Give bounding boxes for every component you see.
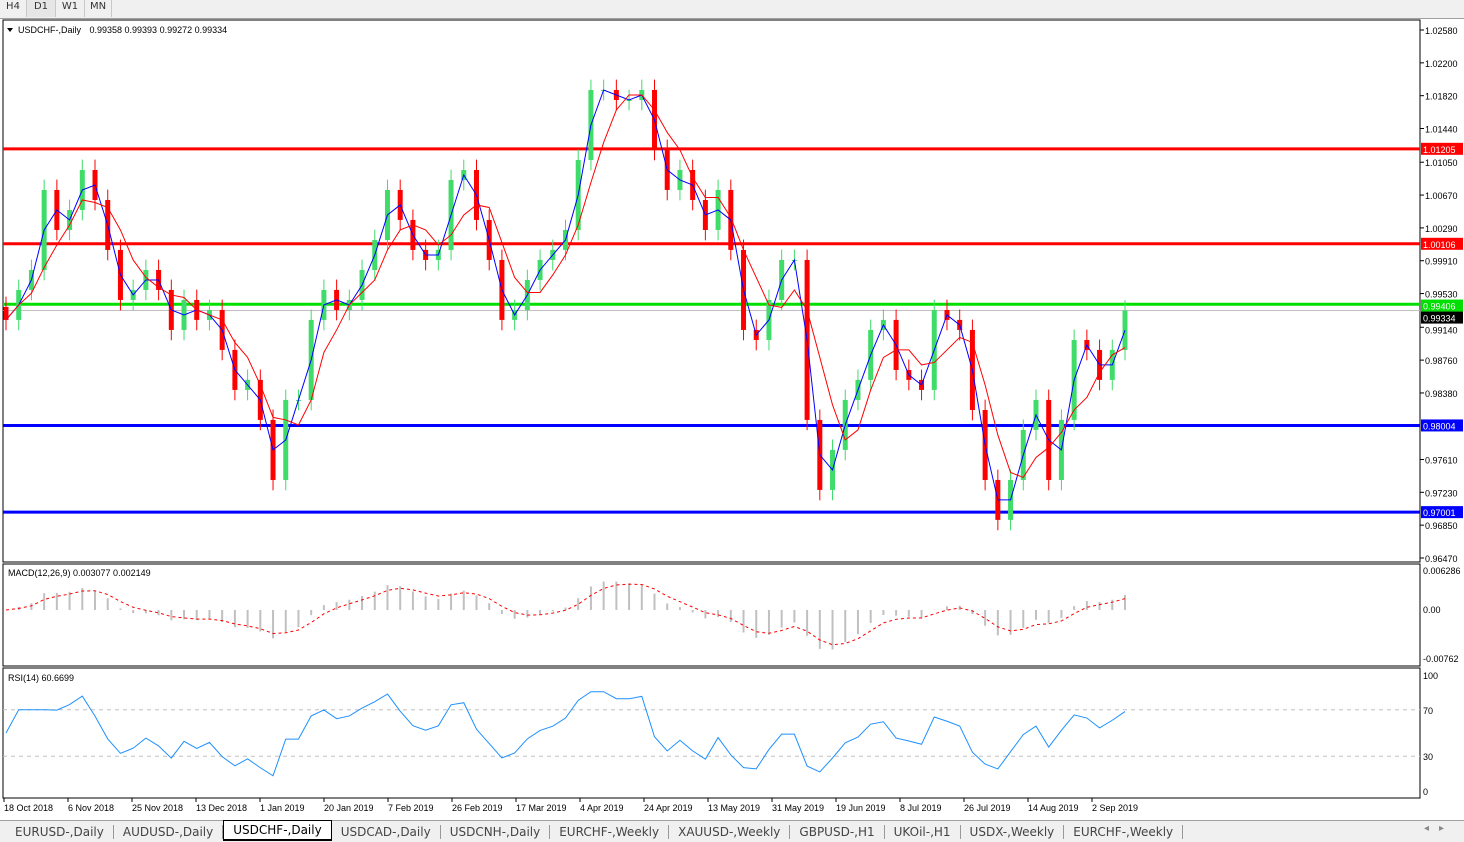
- tab-eurchf-weekly[interactable]: EURCHF-,Weekly: [550, 824, 670, 839]
- current-price-tag: [1421, 311, 1463, 324]
- date-tick-label: 4 Apr 2019: [580, 803, 624, 813]
- tab-usdx-weekly[interactable]: USDX-,Weekly: [961, 824, 1065, 839]
- price-tick-label: 0.97230: [1425, 488, 1458, 498]
- tab-usdcnh-daily[interactable]: USDCNH-,Daily: [441, 824, 551, 839]
- price-tick-label: 0.96470: [1425, 554, 1458, 564]
- date-tick-label: 19 Jun 2019: [836, 803, 886, 813]
- price-tick-label: 1.01820: [1425, 92, 1458, 102]
- tab-eurusd-daily[interactable]: EURUSD-,Daily: [6, 824, 114, 839]
- macd-tick-label: 0.006286: [1423, 566, 1461, 576]
- price-tick-label: 1.00290: [1425, 224, 1458, 234]
- price-tick-label: 1.01050: [1425, 158, 1458, 168]
- chart-tabs: EURUSD-,Daily AUDUSD-,Daily USDCHF-,Dail…: [0, 820, 1464, 842]
- date-tick-label: 18 Oct 2018: [4, 803, 53, 813]
- price-tick-label: 0.97610: [1425, 455, 1458, 465]
- collapse-triangle-icon: [7, 28, 13, 32]
- rsi-line: [5, 691, 1126, 777]
- date-tick-label: 25 Nov 2018: [132, 803, 183, 813]
- date-tick-label: 7 Feb 2019: [388, 803, 434, 813]
- timeframe-w1[interactable]: W1: [56, 0, 85, 17]
- pivot-price-tag: [1421, 299, 1463, 312]
- chart-ohlc: 0.99358 0.99393 0.99272 0.99334: [90, 25, 228, 35]
- price-tick-label: 0.99530: [1425, 290, 1458, 300]
- resistance-price-label: 1.01205: [1423, 145, 1456, 155]
- tab-usdcad-daily[interactable]: USDCAD-,Daily: [332, 824, 441, 839]
- tab-gbpusd-h1[interactable]: GBPUSD-,H1: [790, 824, 885, 839]
- macd-tick-label: -0.00762: [1423, 654, 1459, 664]
- price-tick-label: 1.02580: [1425, 26, 1458, 36]
- support-price-tag: [1421, 506, 1463, 519]
- date-tick-label: 14 Aug 2019: [1028, 803, 1079, 813]
- price-tick-label: 1.00670: [1425, 191, 1458, 201]
- date-tick-label: 13 Dec 2018: [196, 803, 247, 813]
- chart-symbol: USDCHF-,Daily: [18, 25, 82, 35]
- tab-eurchf-weekly-2[interactable]: EURCHF-,Weekly: [1064, 824, 1184, 839]
- date-tick-label: 31 May 2019: [772, 803, 824, 813]
- date-tick-label: 13 May 2019: [708, 803, 760, 813]
- pivot-price-label: 0.99406: [1423, 302, 1456, 312]
- main-panel: [2, 19, 1421, 563]
- date-tick-label: 1 Jan 2019: [260, 803, 305, 813]
- timeframe-toolbar: H4 D1 W1 MN: [0, 0, 1464, 19]
- date-tick-label: 26 Jul 2019: [964, 803, 1011, 813]
- tab-audusd-daily[interactable]: AUDUSD-,Daily: [114, 824, 224, 839]
- date-tick-label: 2 Sep 2019: [1092, 803, 1138, 813]
- tab-usdchf-daily[interactable]: USDCHF-,Daily: [223, 820, 332, 841]
- price-tick-label: 0.96850: [1425, 521, 1458, 531]
- price-tick-label: 0.98760: [1425, 356, 1458, 366]
- date-tick-label: 8 Jul 2019: [900, 803, 942, 813]
- rsi-tick-label: 70: [1423, 706, 1433, 716]
- date-tick-label: 26 Feb 2019: [452, 803, 503, 813]
- rsi-tick-label: 100: [1423, 671, 1438, 681]
- price-tick-label: 0.98380: [1425, 389, 1458, 399]
- rsi-tick-label: 0: [1423, 787, 1428, 797]
- timeframe-mn[interactable]: MN: [85, 0, 112, 17]
- ma-slow-line: [5, 94, 1126, 479]
- timeframe-h4[interactable]: H4: [0, 0, 27, 17]
- date-tick-label: 24 Apr 2019: [644, 803, 693, 813]
- price-tick-label: 1.02200: [1425, 59, 1458, 69]
- macd-signal-line: [5, 583, 1126, 646]
- tab-scroll-arrows[interactable]: ◂▸: [1423, 823, 1454, 834]
- support-price-tag: [1421, 419, 1463, 432]
- support-price-label: 0.98004: [1423, 421, 1456, 431]
- rsi-tick-label: 30: [1423, 752, 1433, 762]
- resistance-price-tag: [1421, 142, 1463, 155]
- date-tick-label: 17 Mar 2019: [516, 803, 567, 813]
- resistance-price-tag: [1421, 237, 1463, 250]
- macd-tick-label: 0.00: [1423, 605, 1441, 615]
- macd-panel: [2, 563, 1421, 667]
- price-tick-label: 0.99140: [1425, 326, 1458, 336]
- macd-title: MACD(12,26,9) 0.003077 0.002149: [8, 568, 151, 578]
- current-price-label: 0.99334: [1423, 314, 1456, 324]
- timeframe-d1[interactable]: D1: [27, 0, 56, 17]
- rsi-title: RSI(14) 60.6699: [8, 673, 74, 683]
- rsi-panel: [2, 667, 1421, 799]
- date-tick-label: 6 Nov 2018: [68, 803, 114, 813]
- tab-ukoil-h1[interactable]: UKOil-,H1: [885, 824, 961, 839]
- date-tick-label: 20 Jan 2019: [324, 803, 374, 813]
- tab-xauusd-weekly[interactable]: XAUUSD-,Weekly: [669, 824, 791, 839]
- candle-bear: [3, 306, 9, 320]
- ma-fast-line: [5, 89, 1126, 501]
- support-price-label: 0.97001: [1423, 508, 1456, 518]
- resistance-price-label: 1.00106: [1423, 240, 1456, 250]
- price-tick-label: 1.01440: [1425, 125, 1458, 135]
- price-tick-label: 0.99910: [1425, 257, 1458, 267]
